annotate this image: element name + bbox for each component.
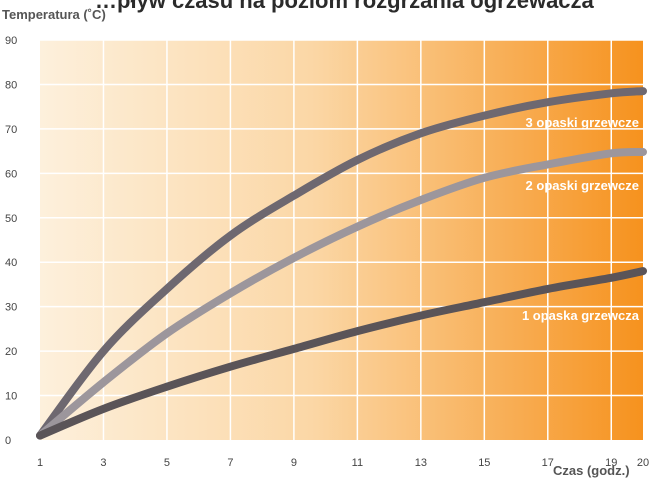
y-tick-label: 0	[5, 435, 11, 447]
y-tick-label: 40	[5, 257, 17, 269]
y-axis-ticks: 0 10 20 30 40 50 60 70 80 90	[5, 35, 17, 447]
x-axis-label: Czas (godz.)	[553, 463, 630, 478]
y-tick-label: 70	[5, 124, 17, 136]
x-tick-label: 9	[291, 457, 297, 469]
x-tick-label: 20	[637, 457, 649, 469]
x-tick-label: 7	[227, 457, 233, 469]
x-tick-label: 13	[415, 457, 427, 469]
series-line-2	[36, 147, 647, 440]
series-label-1: 3 opaski grzewcze	[526, 115, 639, 130]
y-tick-label: 90	[5, 35, 17, 47]
y-tick-label: 50	[5, 213, 17, 225]
chart-title: …pływ czasu na poziom rozgrzania ogrzewa…	[95, 0, 594, 13]
y-tick-label: 30	[5, 302, 17, 314]
x-tick-label: 5	[164, 457, 170, 469]
grid-lines	[40, 39, 643, 440]
series-group	[36, 87, 647, 440]
y-tick-label: 20	[5, 346, 17, 358]
x-tick-label: 1	[37, 457, 43, 469]
series-label-3: 1 opaska grzewcza	[522, 308, 640, 323]
series-label-2: 2 opaski grzewcze	[526, 178, 639, 193]
series-line-1	[36, 87, 647, 440]
series-line-3	[36, 267, 647, 440]
y-tick-label: 80	[5, 79, 17, 91]
x-tick-label: 19	[605, 457, 617, 469]
x-tick-label: 11	[352, 457, 363, 469]
x-tick-label: 15	[478, 457, 490, 469]
y-tick-label: 60	[5, 168, 17, 180]
y-axis-label: Temperatura (˚C)	[2, 7, 106, 22]
y-tick-label: 10	[5, 391, 17, 403]
x-tick-label: 17	[542, 457, 554, 469]
x-tick-label: 3	[100, 457, 106, 469]
series-labels: 3 opaski grzewcze 2 opaski grzewcze 1 opas…	[522, 115, 640, 323]
x-axis-ticks: 1 3 5 7 9 11 13 15 17 19 20	[37, 457, 649, 469]
